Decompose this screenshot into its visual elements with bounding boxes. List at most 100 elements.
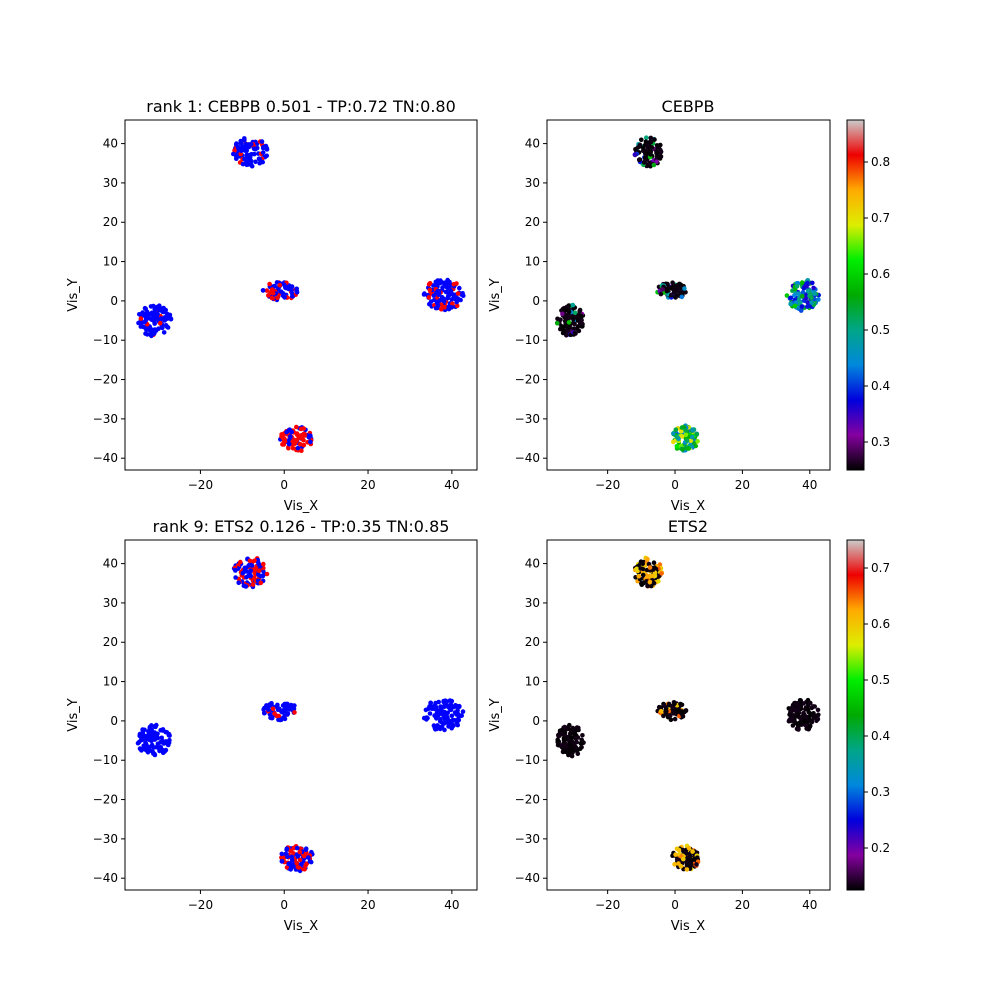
scatter-point <box>155 745 161 751</box>
scatter-point <box>641 580 647 586</box>
scatter-point <box>560 311 565 317</box>
scatter-point <box>686 446 691 451</box>
scatter-point <box>155 311 160 317</box>
scatter-point <box>307 859 313 864</box>
scatter-point <box>683 290 688 295</box>
scatter-point <box>290 446 296 451</box>
colorbar-gradient <box>846 539 865 891</box>
colorbar: 0.3 0.4 0.5 0.6 0.7 0.8 <box>846 119 890 471</box>
scatter-point <box>455 291 461 296</box>
scatter-point <box>274 704 279 709</box>
scatter-point <box>674 846 680 852</box>
scatter-point <box>694 432 700 437</box>
scatter-point <box>639 137 644 143</box>
scatter-point <box>657 156 663 161</box>
scatter-point <box>555 737 560 743</box>
scatter-point <box>286 445 291 451</box>
scatter-point <box>637 157 643 162</box>
colorbar-tick-label: 0.4 <box>871 729 890 743</box>
scatter-point <box>140 727 145 732</box>
scatter-point <box>673 295 678 300</box>
scatter-point <box>648 135 654 141</box>
scatter-point <box>799 280 805 285</box>
scatter-point <box>690 849 695 854</box>
scatter-point <box>662 703 667 709</box>
scatter-point <box>151 732 157 738</box>
y-axis-ticks: −40 −30 −20 −10 0 10 20 30 40 <box>93 557 125 885</box>
scatter-point <box>558 317 563 323</box>
scatter-point <box>242 156 247 162</box>
scatter-point <box>633 147 638 152</box>
scatter-point <box>441 299 447 304</box>
scatter-point <box>301 442 307 448</box>
colorbar-tick-label: 0.2 <box>871 841 890 855</box>
scatter-point <box>160 747 165 753</box>
x-tick-label: 40 <box>802 898 817 912</box>
colorbar-tick-label: 0.7 <box>871 561 890 575</box>
scatter-point <box>423 707 429 713</box>
scatter-point <box>274 713 280 719</box>
scatter-point <box>673 852 678 857</box>
scatter-point <box>655 150 660 156</box>
scatter-point <box>424 715 429 720</box>
y-tick-label: −30 <box>515 412 540 426</box>
scatter-point <box>792 303 798 309</box>
scatter-point <box>555 320 560 326</box>
scatter-point <box>649 145 655 150</box>
scatter-point <box>640 566 646 572</box>
scatter-point <box>455 711 460 716</box>
scatter-point <box>304 861 310 866</box>
scatter-point <box>427 281 433 286</box>
scatter-point <box>269 295 275 301</box>
x-axis-ticks: −20 0 20 40 <box>595 890 817 912</box>
scatter-point <box>241 583 247 588</box>
scatter-point <box>672 716 678 722</box>
scatter-point <box>147 316 152 321</box>
scatter-point <box>578 320 584 326</box>
scatter-point <box>286 441 292 447</box>
scatter-point <box>306 855 311 860</box>
scatter-point <box>427 711 433 716</box>
scatter-point <box>448 718 453 724</box>
chart-title: ETS2 <box>668 517 708 536</box>
scatter-point <box>651 560 657 565</box>
scatter-point <box>658 291 664 297</box>
scatter-point <box>640 572 646 578</box>
scatter-point <box>303 847 309 853</box>
scatter-point <box>659 571 664 576</box>
colorbar-tick-label: 0.5 <box>871 673 890 687</box>
scatter-point <box>815 707 821 713</box>
scatter-point <box>652 137 657 142</box>
scatter-point <box>460 709 466 714</box>
y-tick-label: 30 <box>525 596 540 610</box>
scatter-point <box>684 856 690 861</box>
scatter-point <box>794 702 800 707</box>
scatter-point <box>453 703 458 708</box>
scatter-point <box>148 332 153 338</box>
scatter-point <box>297 857 303 863</box>
scatter-point <box>275 295 280 301</box>
scatter-point <box>678 863 684 869</box>
scatter-point <box>645 143 650 148</box>
scatter-point <box>647 579 653 585</box>
scatter-point <box>563 313 568 319</box>
scatter-point <box>569 735 574 740</box>
scatter-point <box>149 748 154 754</box>
scatter-point <box>567 722 572 728</box>
scatter-point <box>564 333 569 338</box>
scatter-point <box>565 328 570 334</box>
y-tick-label: 10 <box>525 675 540 689</box>
scatter-point <box>572 310 578 316</box>
scatter-point <box>648 139 653 144</box>
y-tick-label: 10 <box>525 255 540 269</box>
scatter-point <box>294 286 300 292</box>
y-tick-label: −20 <box>93 793 118 807</box>
scatter-point <box>250 582 256 587</box>
scatter-point <box>647 565 653 570</box>
scatter-point <box>656 144 662 149</box>
y-axis-ticks: −40 −30 −20 −10 0 10 20 30 40 <box>515 137 547 465</box>
scatter-point <box>289 284 295 289</box>
scatter-point <box>576 727 581 733</box>
scatter-point <box>644 151 649 156</box>
x-tick-label: 20 <box>360 478 375 492</box>
